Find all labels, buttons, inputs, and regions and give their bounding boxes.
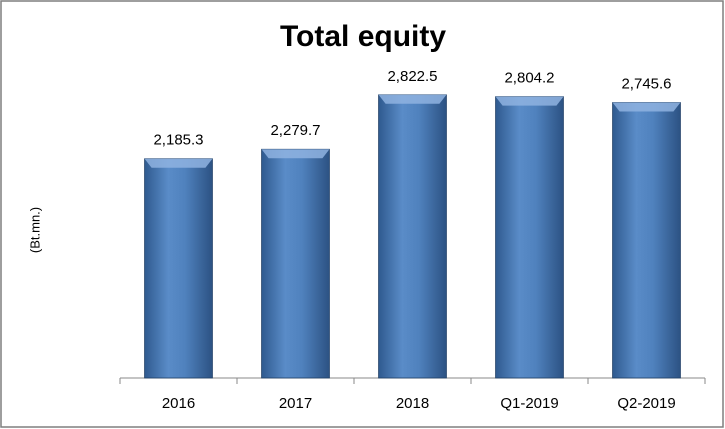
x-tick-label: Q2-2019: [617, 395, 675, 412]
value-label: 2,822.5: [387, 68, 437, 85]
value-label: 2,185.3: [153, 132, 203, 149]
x-tick-label: 2017: [279, 395, 312, 412]
bar-bevel: [261, 149, 330, 159]
x-tick-label: 2016: [162, 395, 195, 412]
bar-bevel: [378, 94, 447, 104]
bar: [144, 158, 213, 379]
bar: [378, 94, 447, 379]
bar: [261, 148, 330, 379]
value-label: 2,745.6: [621, 75, 671, 92]
x-tick-label: Q1-2019: [500, 395, 558, 412]
x-tick-label: 2018: [396, 395, 429, 412]
value-label: 2,804.2: [504, 70, 554, 87]
bar-bevel: [144, 158, 213, 168]
value-label: 2,279.7: [270, 122, 320, 139]
bar: [612, 102, 681, 379]
bar: [495, 96, 564, 379]
y-axis-label: (Bt.mn.): [27, 207, 42, 253]
bar-bevel: [495, 96, 564, 106]
bar-bevel: [612, 102, 681, 112]
chart-title: Total equity: [280, 20, 446, 53]
